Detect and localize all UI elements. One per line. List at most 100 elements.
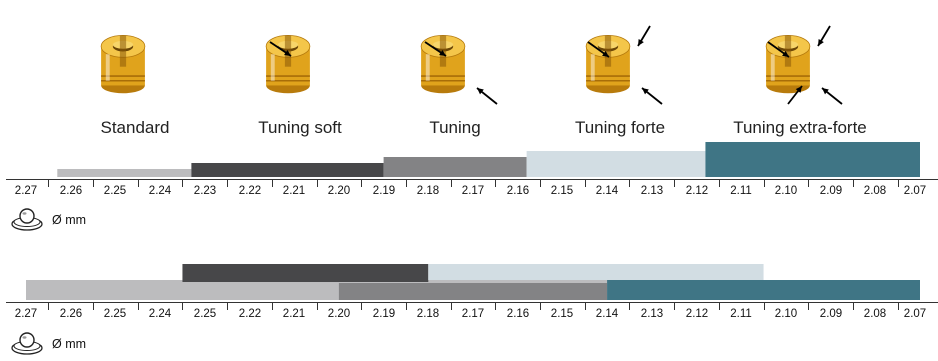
- product-tuning-forte: Tuning forte: [535, 0, 705, 140]
- scale-tick-label: 2.07: [903, 185, 927, 197]
- scale-tick: [808, 180, 809, 187]
- caliper-icon: [11, 208, 43, 231]
- scale-tick-label: 2.15: [550, 308, 574, 320]
- scale-tick-label: 2.10: [774, 308, 798, 320]
- scale-tick-label: 2.23: [193, 185, 217, 197]
- arrow-icon: [821, 87, 843, 105]
- arrow-icon: [424, 41, 447, 57]
- scale-tick: [629, 180, 630, 187]
- arrow-icon: [637, 25, 651, 47]
- scale-tick-label: 2.18: [416, 308, 440, 320]
- scale-tick-label: 2.25: [103, 185, 127, 197]
- top-scale-rule: [6, 179, 938, 180]
- scale-tick: [317, 303, 318, 310]
- scale-tick: [182, 303, 183, 310]
- scale-tick-label: 2.16: [506, 308, 530, 320]
- bottom-scale-rule: [6, 302, 938, 303]
- scale-tick: [227, 303, 228, 310]
- range-bar-tuning-forte: [428, 264, 764, 280]
- scale-tick: [451, 180, 452, 187]
- arrow-icon: [767, 41, 790, 58]
- insert-icon: [765, 35, 811, 94]
- scale-tick: [808, 303, 809, 310]
- range-bar-tuning: [338, 283, 608, 300]
- range-bar-tuning-extra-forte: [705, 142, 920, 177]
- scale-tick-label: 2.09: [819, 185, 843, 197]
- range-bar-tuning-soft: [191, 163, 384, 177]
- scale-tick: [495, 303, 496, 310]
- scale-tick-label: 2.26: [59, 185, 83, 197]
- scale-tick: [227, 180, 228, 187]
- product-label: Standard: [100, 118, 170, 137]
- scale-tick: [48, 180, 49, 187]
- arrow-icon: [787, 85, 803, 105]
- scale-tick: [585, 180, 586, 187]
- scale-tick-label: 2.17: [461, 308, 485, 320]
- scale-tick-label: 2.09: [819, 308, 843, 320]
- arrow-icon: [587, 41, 610, 58]
- scale-tick-label: 2.22: [238, 185, 262, 197]
- scale-tick-label: 2.20: [327, 308, 351, 320]
- scale-tick: [272, 303, 273, 310]
- scale-tick: [361, 180, 362, 187]
- bottom-range-chart: [26, 264, 920, 300]
- scale-tick-label: 2.13: [640, 308, 664, 320]
- scale-tick: [317, 180, 318, 187]
- top-unit-row: Ø mm: [10, 206, 86, 234]
- scale-tick: [495, 180, 496, 187]
- scale-tick: [764, 303, 765, 310]
- scale-tick-label: 2.27: [14, 308, 38, 320]
- scale-tick: [674, 180, 675, 187]
- product-tuning-extra-forte: Tuning extra-forte: [715, 0, 885, 140]
- scale-tick-label: 2.15: [550, 185, 574, 197]
- product-label: Tuning forte: [574, 118, 666, 137]
- range-bar-tuning: [383, 157, 527, 177]
- scale-tick-label: 2.13: [640, 185, 664, 197]
- product-label: Tuning: [429, 118, 481, 137]
- scale-tick-label: 2.11: [730, 308, 752, 320]
- scale-tick: [674, 303, 675, 310]
- scale-tick: [853, 180, 854, 187]
- range-bar-tuning-soft: [182, 264, 429, 282]
- caliper-icon: [11, 332, 43, 355]
- scale-tick-label: 2.17: [461, 185, 485, 197]
- scale-tick-label: 2.22: [238, 308, 262, 320]
- insert-icon: [585, 35, 631, 94]
- product-standard: Standard: [50, 0, 220, 140]
- scale-tick-label: 2.25: [193, 308, 217, 320]
- scale-tick: [719, 303, 720, 310]
- scale-tick: [182, 180, 183, 187]
- arrow-icon: [476, 87, 498, 105]
- bottom-unit-label: Ø mm: [52, 337, 87, 351]
- scale-tick-label: 2.14: [595, 308, 619, 320]
- scale-tick-label: 2.07: [903, 308, 927, 320]
- range-bar-tuning-forte: [526, 151, 706, 177]
- scale-tick-label: 2.26: [59, 308, 83, 320]
- scale-tick: [138, 180, 139, 187]
- insert-icon: [100, 35, 146, 94]
- scale-tick: [719, 180, 720, 187]
- scale-tick-label: 2.11: [730, 185, 752, 197]
- scale-tick-label: 2.20: [327, 185, 351, 197]
- scale-tick: [451, 303, 452, 310]
- scale-tick-label: 2.24: [148, 308, 172, 320]
- scale-tick-label: 2.10: [774, 185, 798, 197]
- scale-tick-label: 2.24: [148, 185, 172, 197]
- scale-tick-label: 2.19: [372, 185, 396, 197]
- scale-tick: [898, 303, 899, 310]
- scale-tick: [629, 303, 630, 310]
- range-bar-standard: [57, 169, 192, 177]
- scale-tick: [406, 180, 407, 187]
- arrow-icon: [269, 41, 292, 57]
- product-tuning: Tuning: [370, 0, 540, 140]
- scale-tick: [853, 303, 854, 310]
- scale-tick-label: 2.12: [685, 308, 709, 320]
- insert-icon: [420, 35, 466, 94]
- scale-tick: [898, 180, 899, 187]
- scale-tick-label: 2.14: [595, 185, 619, 197]
- scale-tick: [764, 180, 765, 187]
- scale-tick-label: 2.08: [863, 185, 887, 197]
- top-range-chart: [57, 142, 920, 177]
- scale-tick-label: 2.21: [282, 185, 306, 197]
- scale-tick: [48, 303, 49, 310]
